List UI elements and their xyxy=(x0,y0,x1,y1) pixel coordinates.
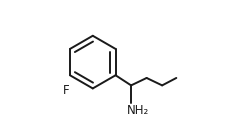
Text: NH₂: NH₂ xyxy=(126,104,149,117)
Text: F: F xyxy=(63,84,70,97)
